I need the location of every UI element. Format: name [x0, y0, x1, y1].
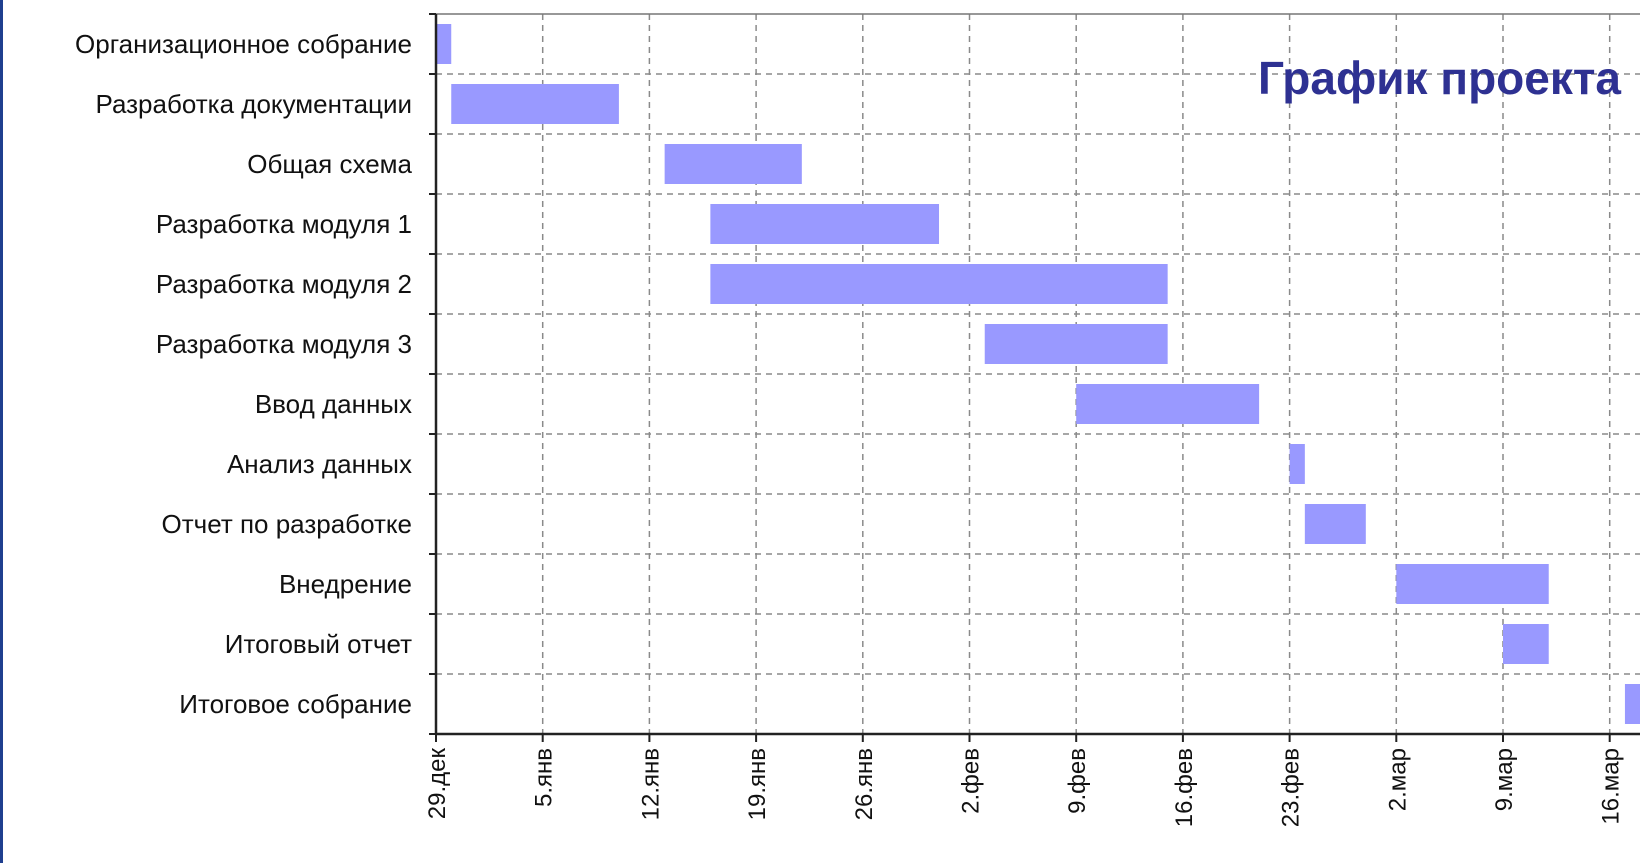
task-label: Разработка модуля 2 — [156, 269, 412, 299]
x-tick-label: 16.фев — [1171, 748, 1198, 827]
task-bar — [710, 204, 940, 244]
task-label: Общая схема — [247, 149, 412, 179]
task-label: Анализ данных — [227, 449, 412, 479]
x-tick-labels: 29.дек 5.янв 12.янв 19.янв 26.янв 2.фев 9.фев 1… — [424, 748, 1625, 828]
task-label: Разработка модуля 1 — [156, 209, 412, 239]
x-tick-label: 23.фев — [1278, 748, 1305, 827]
task-label: Итоговый отчет — [225, 629, 412, 659]
x-tick-label: 12.янв — [637, 748, 664, 820]
task-bar — [1624, 684, 1640, 724]
x-tick-label: 9.фев — [1064, 748, 1091, 814]
task-label: Разработка документации — [95, 89, 412, 119]
x-tick-label: 9.мар — [1491, 748, 1518, 811]
gantt-chart: Организационное собрание Разработка докум… — [75, 13, 1640, 828]
task-bar — [984, 324, 1168, 364]
x-tick-label: 2.фев — [958, 748, 985, 814]
task-label: Организационное собрание — [75, 29, 412, 59]
x-tick-label: 5.янв — [531, 748, 558, 807]
chart-title: График проекта — [1258, 52, 1621, 104]
x-tick-label: 19.янв — [744, 748, 771, 820]
task-bar — [436, 24, 452, 64]
task-bar — [1396, 564, 1549, 604]
task-bar — [1503, 624, 1549, 664]
task-bar — [1304, 504, 1366, 544]
x-tick-label: 26.янв — [851, 748, 878, 820]
task-bar — [1076, 384, 1260, 424]
task-label: Разработка модуля 3 — [156, 329, 412, 359]
task-label: Итоговое собрание — [179, 689, 412, 719]
axes — [429, 13, 1640, 742]
bars — [436, 24, 1640, 724]
task-bar — [664, 144, 802, 184]
task-bar — [451, 84, 619, 124]
task-label: Ввод данных — [255, 389, 412, 419]
x-tick-label: 29.дек — [424, 748, 451, 820]
x-tick-label: 16.мар — [1598, 748, 1625, 825]
x-tick-label: 2.мар — [1384, 748, 1411, 811]
task-label: Отчет по разработке — [162, 509, 412, 539]
task-labels: Организационное собрание Разработка докум… — [75, 29, 413, 719]
task-label: Внедрение — [279, 569, 412, 599]
grid — [436, 14, 1640, 734]
task-bar — [710, 264, 1168, 304]
task-bar — [1289, 444, 1305, 484]
